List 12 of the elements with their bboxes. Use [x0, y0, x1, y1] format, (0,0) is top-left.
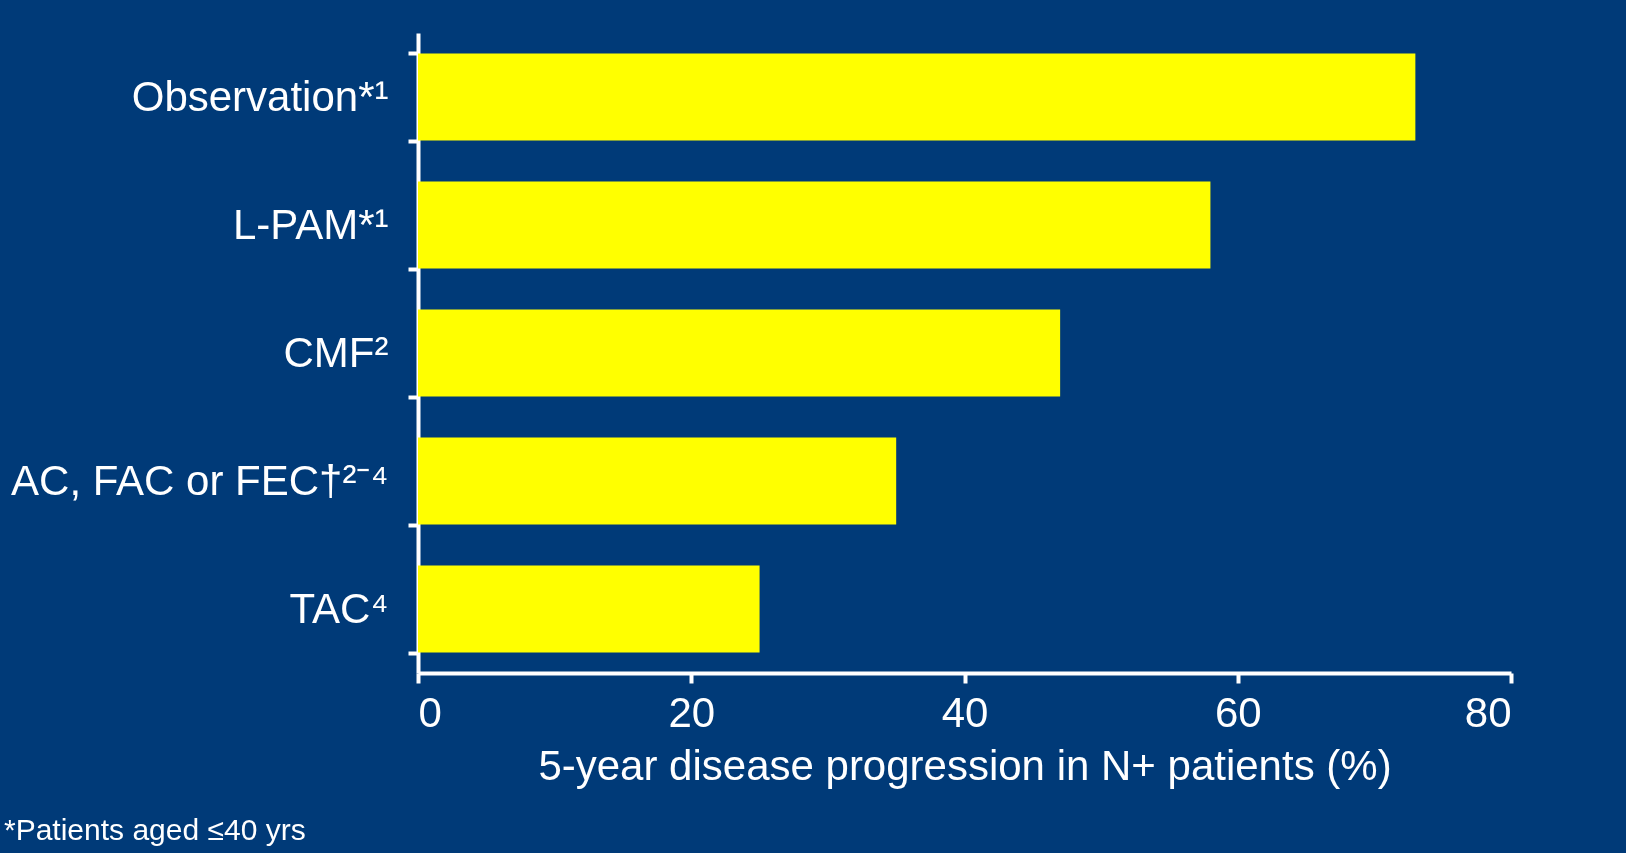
x-axis-title: 5-year disease progression in N+ patients (%) — [538, 741, 1392, 789]
y-tick-label: Observation*¹ — [131, 72, 389, 120]
text: *Patients aged ≤40 yrs — [4, 813, 306, 847]
y-tick-label: CMF² — [283, 328, 389, 376]
y-tick-label: AC, FAC or FEC†²⁻⁴ — [11, 456, 389, 504]
x-tick-label: 0 — [418, 688, 442, 736]
x-tick-label: 20 — [668, 688, 716, 736]
x-tick-label: 40 — [941, 688, 989, 736]
y-tick-label: TAC⁴ — [289, 584, 389, 632]
y-tick-label: L-PAM*¹ — [232, 200, 389, 248]
x-tick-label: 80 — [1464, 688, 1512, 736]
x-tick-label: 60 — [1214, 688, 1262, 736]
